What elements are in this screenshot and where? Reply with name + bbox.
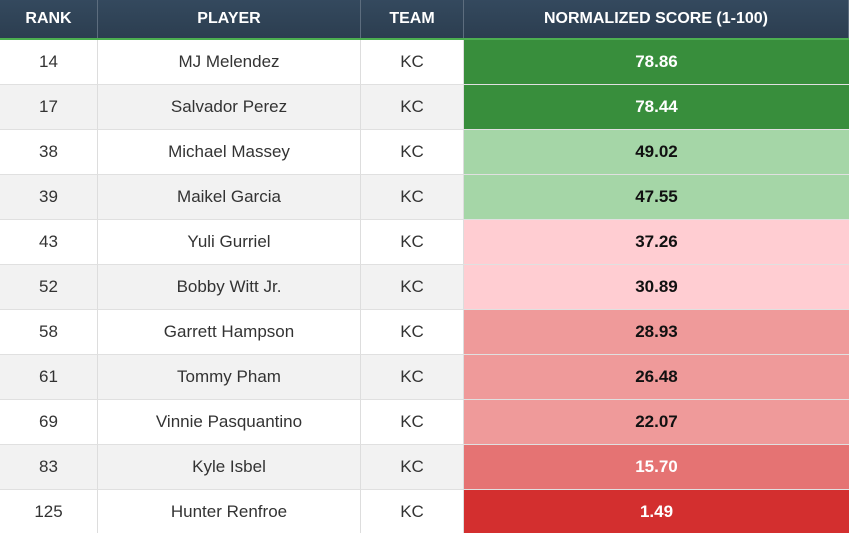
table-row: 17 Salvador Perez KC 78.44 xyxy=(0,85,849,130)
team-cell: KC xyxy=(361,85,464,130)
player-cell: Michael Massey xyxy=(98,130,361,175)
player-cell: Tommy Pham xyxy=(98,355,361,400)
team-cell: KC xyxy=(361,175,464,220)
rank-cell: 43 xyxy=(0,220,98,265)
team-cell: KC xyxy=(361,265,464,310)
score-cell: 47.55 xyxy=(464,175,849,220)
team-cell: KC xyxy=(361,400,464,445)
player-cell: Kyle Isbel xyxy=(98,445,361,490)
rank-cell: 83 xyxy=(0,445,98,490)
score-cell: 49.02 xyxy=(464,130,849,175)
player-cell: Salvador Perez xyxy=(98,85,361,130)
rank-cell: 17 xyxy=(0,85,98,130)
player-cell: MJ Melendez xyxy=(98,40,361,85)
rank-cell: 125 xyxy=(0,490,98,533)
score-cell: 30.89 xyxy=(464,265,849,310)
score-cell: 37.26 xyxy=(464,220,849,265)
table-row: 39 Maikel Garcia KC 47.55 xyxy=(0,175,849,220)
header-cell: PLAYER xyxy=(98,0,361,38)
player-cell: Yuli Gurriel xyxy=(98,220,361,265)
team-cell: KC xyxy=(361,490,464,533)
rank-cell: 39 xyxy=(0,175,98,220)
score-cell: 26.48 xyxy=(464,355,849,400)
player-cell: Garrett Hampson xyxy=(98,310,361,355)
rank-cell: 58 xyxy=(0,310,98,355)
score-cell: 1.49 xyxy=(464,490,849,533)
table-row: 14 MJ Melendez KC 78.86 xyxy=(0,40,849,85)
score-cell: 22.07 xyxy=(464,400,849,445)
player-cell: Hunter Renfroe xyxy=(98,490,361,533)
header-cell: NORMALIZED SCORE (1-100) xyxy=(464,0,849,38)
player-cell: Vinnie Pasquantino xyxy=(98,400,361,445)
table-row: 83 Kyle Isbel KC 15.70 xyxy=(0,445,849,490)
table-row: 38 Michael Massey KC 49.02 xyxy=(0,130,849,175)
table-row: 58 Garrett Hampson KC 28.93 xyxy=(0,310,849,355)
rank-cell: 61 xyxy=(0,355,98,400)
table-row: 61 Tommy Pham KC 26.48 xyxy=(0,355,849,400)
team-cell: KC xyxy=(361,220,464,265)
rank-cell: 69 xyxy=(0,400,98,445)
header-row: RANK PLAYER TEAM NORMALIZED SCORE (1-100… xyxy=(0,0,849,40)
player-cell: Bobby Witt Jr. xyxy=(98,265,361,310)
score-cell: 15.70 xyxy=(464,445,849,490)
team-cell: KC xyxy=(361,310,464,355)
score-cell: 28.93 xyxy=(464,310,849,355)
score-cell: 78.86 xyxy=(464,40,849,85)
team-cell: KC xyxy=(361,355,464,400)
table-row: 69 Vinnie Pasquantino KC 22.07 xyxy=(0,400,849,445)
table-row: 43 Yuli Gurriel KC 37.26 xyxy=(0,220,849,265)
player-cell: Maikel Garcia xyxy=(98,175,361,220)
table-row: 125 Hunter Renfroe KC 1.49 xyxy=(0,490,849,533)
rank-cell: 38 xyxy=(0,130,98,175)
header-cell: RANK xyxy=(0,0,98,38)
table-row: 52 Bobby Witt Jr. KC 30.89 xyxy=(0,265,849,310)
score-cell: 78.44 xyxy=(464,85,849,130)
team-cell: KC xyxy=(361,40,464,85)
header-cell: TEAM xyxy=(361,0,464,38)
rank-cell: 14 xyxy=(0,40,98,85)
rank-cell: 52 xyxy=(0,265,98,310)
team-cell: KC xyxy=(361,445,464,490)
team-cell: KC xyxy=(361,130,464,175)
